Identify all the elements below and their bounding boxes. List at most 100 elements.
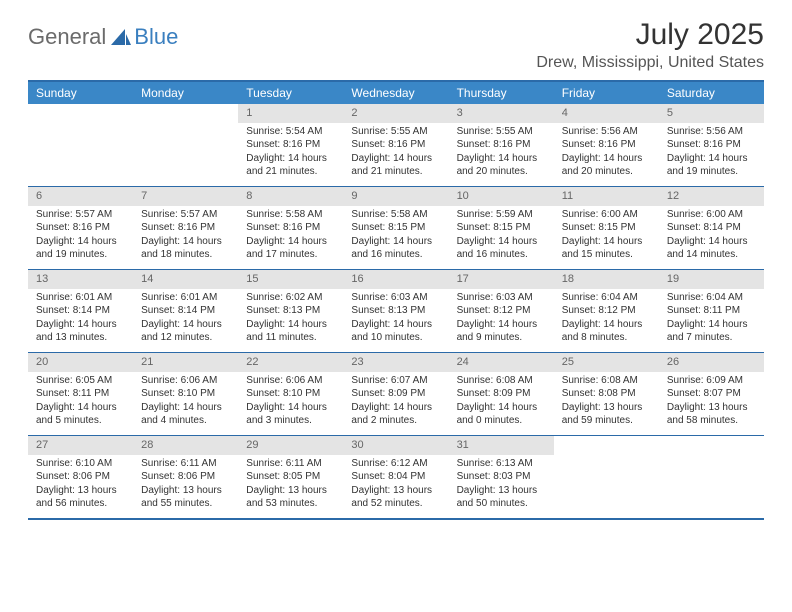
sunrise-text: Sunrise: 6:06 AM (141, 374, 230, 388)
sunrise-text: Sunrise: 5:55 AM (457, 125, 546, 139)
week-row: 6Sunrise: 5:57 AMSunset: 8:16 PMDaylight… (28, 186, 764, 269)
day-body: Sunrise: 5:56 AMSunset: 8:16 PMDaylight:… (659, 123, 764, 183)
day-cell: 1Sunrise: 5:54 AMSunset: 8:16 PMDaylight… (238, 104, 343, 186)
day-body: Sunrise: 6:04 AMSunset: 8:12 PMDaylight:… (554, 289, 659, 349)
day-number: 17 (449, 270, 554, 289)
day-cell: . (133, 104, 238, 186)
daylight-text: Daylight: 14 hours and 7 minutes. (667, 318, 756, 345)
day-body: Sunrise: 5:55 AMSunset: 8:16 PMDaylight:… (343, 123, 448, 183)
sunrise-text: Sunrise: 6:08 AM (457, 374, 546, 388)
sunset-text: Sunset: 8:09 PM (351, 387, 440, 401)
day-number: 20 (28, 353, 133, 372)
location: Drew, Mississippi, United States (536, 54, 764, 72)
sunset-text: Sunset: 8:06 PM (141, 470, 230, 484)
sunrise-text: Sunrise: 6:02 AM (246, 291, 335, 305)
sunrise-text: Sunrise: 5:55 AM (351, 125, 440, 139)
day-cell: 26Sunrise: 6:09 AMSunset: 8:07 PMDayligh… (659, 353, 764, 435)
header: General Blue July 2025 Drew, Mississippi… (28, 18, 764, 72)
daylight-text: Daylight: 14 hours and 9 minutes. (457, 318, 546, 345)
sunrise-text: Sunrise: 6:03 AM (457, 291, 546, 305)
daylight-text: Daylight: 14 hours and 20 minutes. (562, 152, 651, 179)
sunrise-text: Sunrise: 6:09 AM (667, 374, 756, 388)
sunset-text: Sunset: 8:14 PM (141, 304, 230, 318)
day-body: Sunrise: 6:01 AMSunset: 8:14 PMDaylight:… (133, 289, 238, 349)
daylight-text: Daylight: 14 hours and 21 minutes. (246, 152, 335, 179)
day-body: Sunrise: 6:00 AMSunset: 8:14 PMDaylight:… (659, 206, 764, 266)
sunrise-text: Sunrise: 5:56 AM (562, 125, 651, 139)
day-number: 23 (343, 353, 448, 372)
sunset-text: Sunset: 8:15 PM (562, 221, 651, 235)
sunrise-text: Sunrise: 6:04 AM (667, 291, 756, 305)
sunset-text: Sunset: 8:16 PM (667, 138, 756, 152)
sunrise-text: Sunrise: 6:13 AM (457, 457, 546, 471)
daylight-text: Daylight: 14 hours and 16 minutes. (457, 235, 546, 262)
day-body: Sunrise: 6:05 AMSunset: 8:11 PMDaylight:… (28, 372, 133, 432)
daylight-text: Daylight: 14 hours and 19 minutes. (36, 235, 125, 262)
sunrise-text: Sunrise: 5:59 AM (457, 208, 546, 222)
sunset-text: Sunset: 8:10 PM (141, 387, 230, 401)
day-number: 25 (554, 353, 659, 372)
daylight-text: Daylight: 13 hours and 52 minutes. (351, 484, 440, 511)
sunset-text: Sunset: 8:16 PM (562, 138, 651, 152)
sunset-text: Sunset: 8:13 PM (351, 304, 440, 318)
sunset-text: Sunset: 8:11 PM (36, 387, 125, 401)
day-number: 6 (28, 187, 133, 206)
sunrise-text: Sunrise: 6:04 AM (562, 291, 651, 305)
dow-monday: Monday (133, 82, 238, 104)
dow-wednesday: Wednesday (343, 82, 448, 104)
daylight-text: Daylight: 14 hours and 18 minutes. (141, 235, 230, 262)
sunrise-text: Sunrise: 6:01 AM (36, 291, 125, 305)
daylight-text: Daylight: 13 hours and 59 minutes. (562, 401, 651, 428)
day-body: Sunrise: 6:12 AMSunset: 8:04 PMDaylight:… (343, 455, 448, 515)
day-cell: 30Sunrise: 6:12 AMSunset: 8:04 PMDayligh… (343, 436, 448, 518)
day-number: 28 (133, 436, 238, 455)
day-number: 1 (238, 104, 343, 123)
brand-text-1: General (28, 24, 106, 50)
sunset-text: Sunset: 8:16 PM (351, 138, 440, 152)
daylight-text: Daylight: 14 hours and 19 minutes. (667, 152, 756, 179)
day-body: Sunrise: 6:07 AMSunset: 8:09 PMDaylight:… (343, 372, 448, 432)
sunset-text: Sunset: 8:12 PM (457, 304, 546, 318)
title-block: July 2025 Drew, Mississippi, United Stat… (536, 18, 764, 72)
daylight-text: Daylight: 14 hours and 14 minutes. (667, 235, 756, 262)
day-cell: 2Sunrise: 5:55 AMSunset: 8:16 PMDaylight… (343, 104, 448, 186)
sunrise-text: Sunrise: 6:11 AM (246, 457, 335, 471)
day-body: Sunrise: 5:58 AMSunset: 8:15 PMDaylight:… (343, 206, 448, 266)
day-number: 21 (133, 353, 238, 372)
sunrise-text: Sunrise: 6:12 AM (351, 457, 440, 471)
day-number: 22 (238, 353, 343, 372)
daylight-text: Daylight: 14 hours and 10 minutes. (351, 318, 440, 345)
day-number: 5 (659, 104, 764, 123)
day-number: 8 (238, 187, 343, 206)
sunset-text: Sunset: 8:13 PM (246, 304, 335, 318)
sunrise-text: Sunrise: 5:54 AM (246, 125, 335, 139)
day-cell: . (28, 104, 133, 186)
sunrise-text: Sunrise: 6:00 AM (562, 208, 651, 222)
sunrise-text: Sunrise: 6:00 AM (667, 208, 756, 222)
brand-text-2: Blue (134, 24, 178, 50)
sunrise-text: Sunrise: 6:01 AM (141, 291, 230, 305)
day-number: 16 (343, 270, 448, 289)
sunset-text: Sunset: 8:11 PM (667, 304, 756, 318)
day-number: 12 (659, 187, 764, 206)
day-body (133, 123, 238, 129)
sunrise-text: Sunrise: 6:10 AM (36, 457, 125, 471)
dow-tuesday: Tuesday (238, 82, 343, 104)
day-number: 30 (343, 436, 448, 455)
day-cell: 4Sunrise: 5:56 AMSunset: 8:16 PMDaylight… (554, 104, 659, 186)
month-title: July 2025 (536, 18, 764, 52)
sunset-text: Sunset: 8:16 PM (246, 221, 335, 235)
day-cell: . (554, 436, 659, 518)
sunset-text: Sunset: 8:12 PM (562, 304, 651, 318)
day-body: Sunrise: 6:00 AMSunset: 8:15 PMDaylight:… (554, 206, 659, 266)
week-row: ..1Sunrise: 5:54 AMSunset: 8:16 PMDaylig… (28, 104, 764, 186)
day-number: 26 (659, 353, 764, 372)
daylight-text: Daylight: 14 hours and 17 minutes. (246, 235, 335, 262)
sunset-text: Sunset: 8:10 PM (246, 387, 335, 401)
sunrise-text: Sunrise: 5:56 AM (667, 125, 756, 139)
day-number: 19 (659, 270, 764, 289)
daylight-text: Daylight: 14 hours and 0 minutes. (457, 401, 546, 428)
week-row: 13Sunrise: 6:01 AMSunset: 8:14 PMDayligh… (28, 269, 764, 352)
day-body: Sunrise: 5:55 AMSunset: 8:16 PMDaylight:… (449, 123, 554, 183)
calendar: Sunday Monday Tuesday Wednesday Thursday… (28, 80, 764, 520)
